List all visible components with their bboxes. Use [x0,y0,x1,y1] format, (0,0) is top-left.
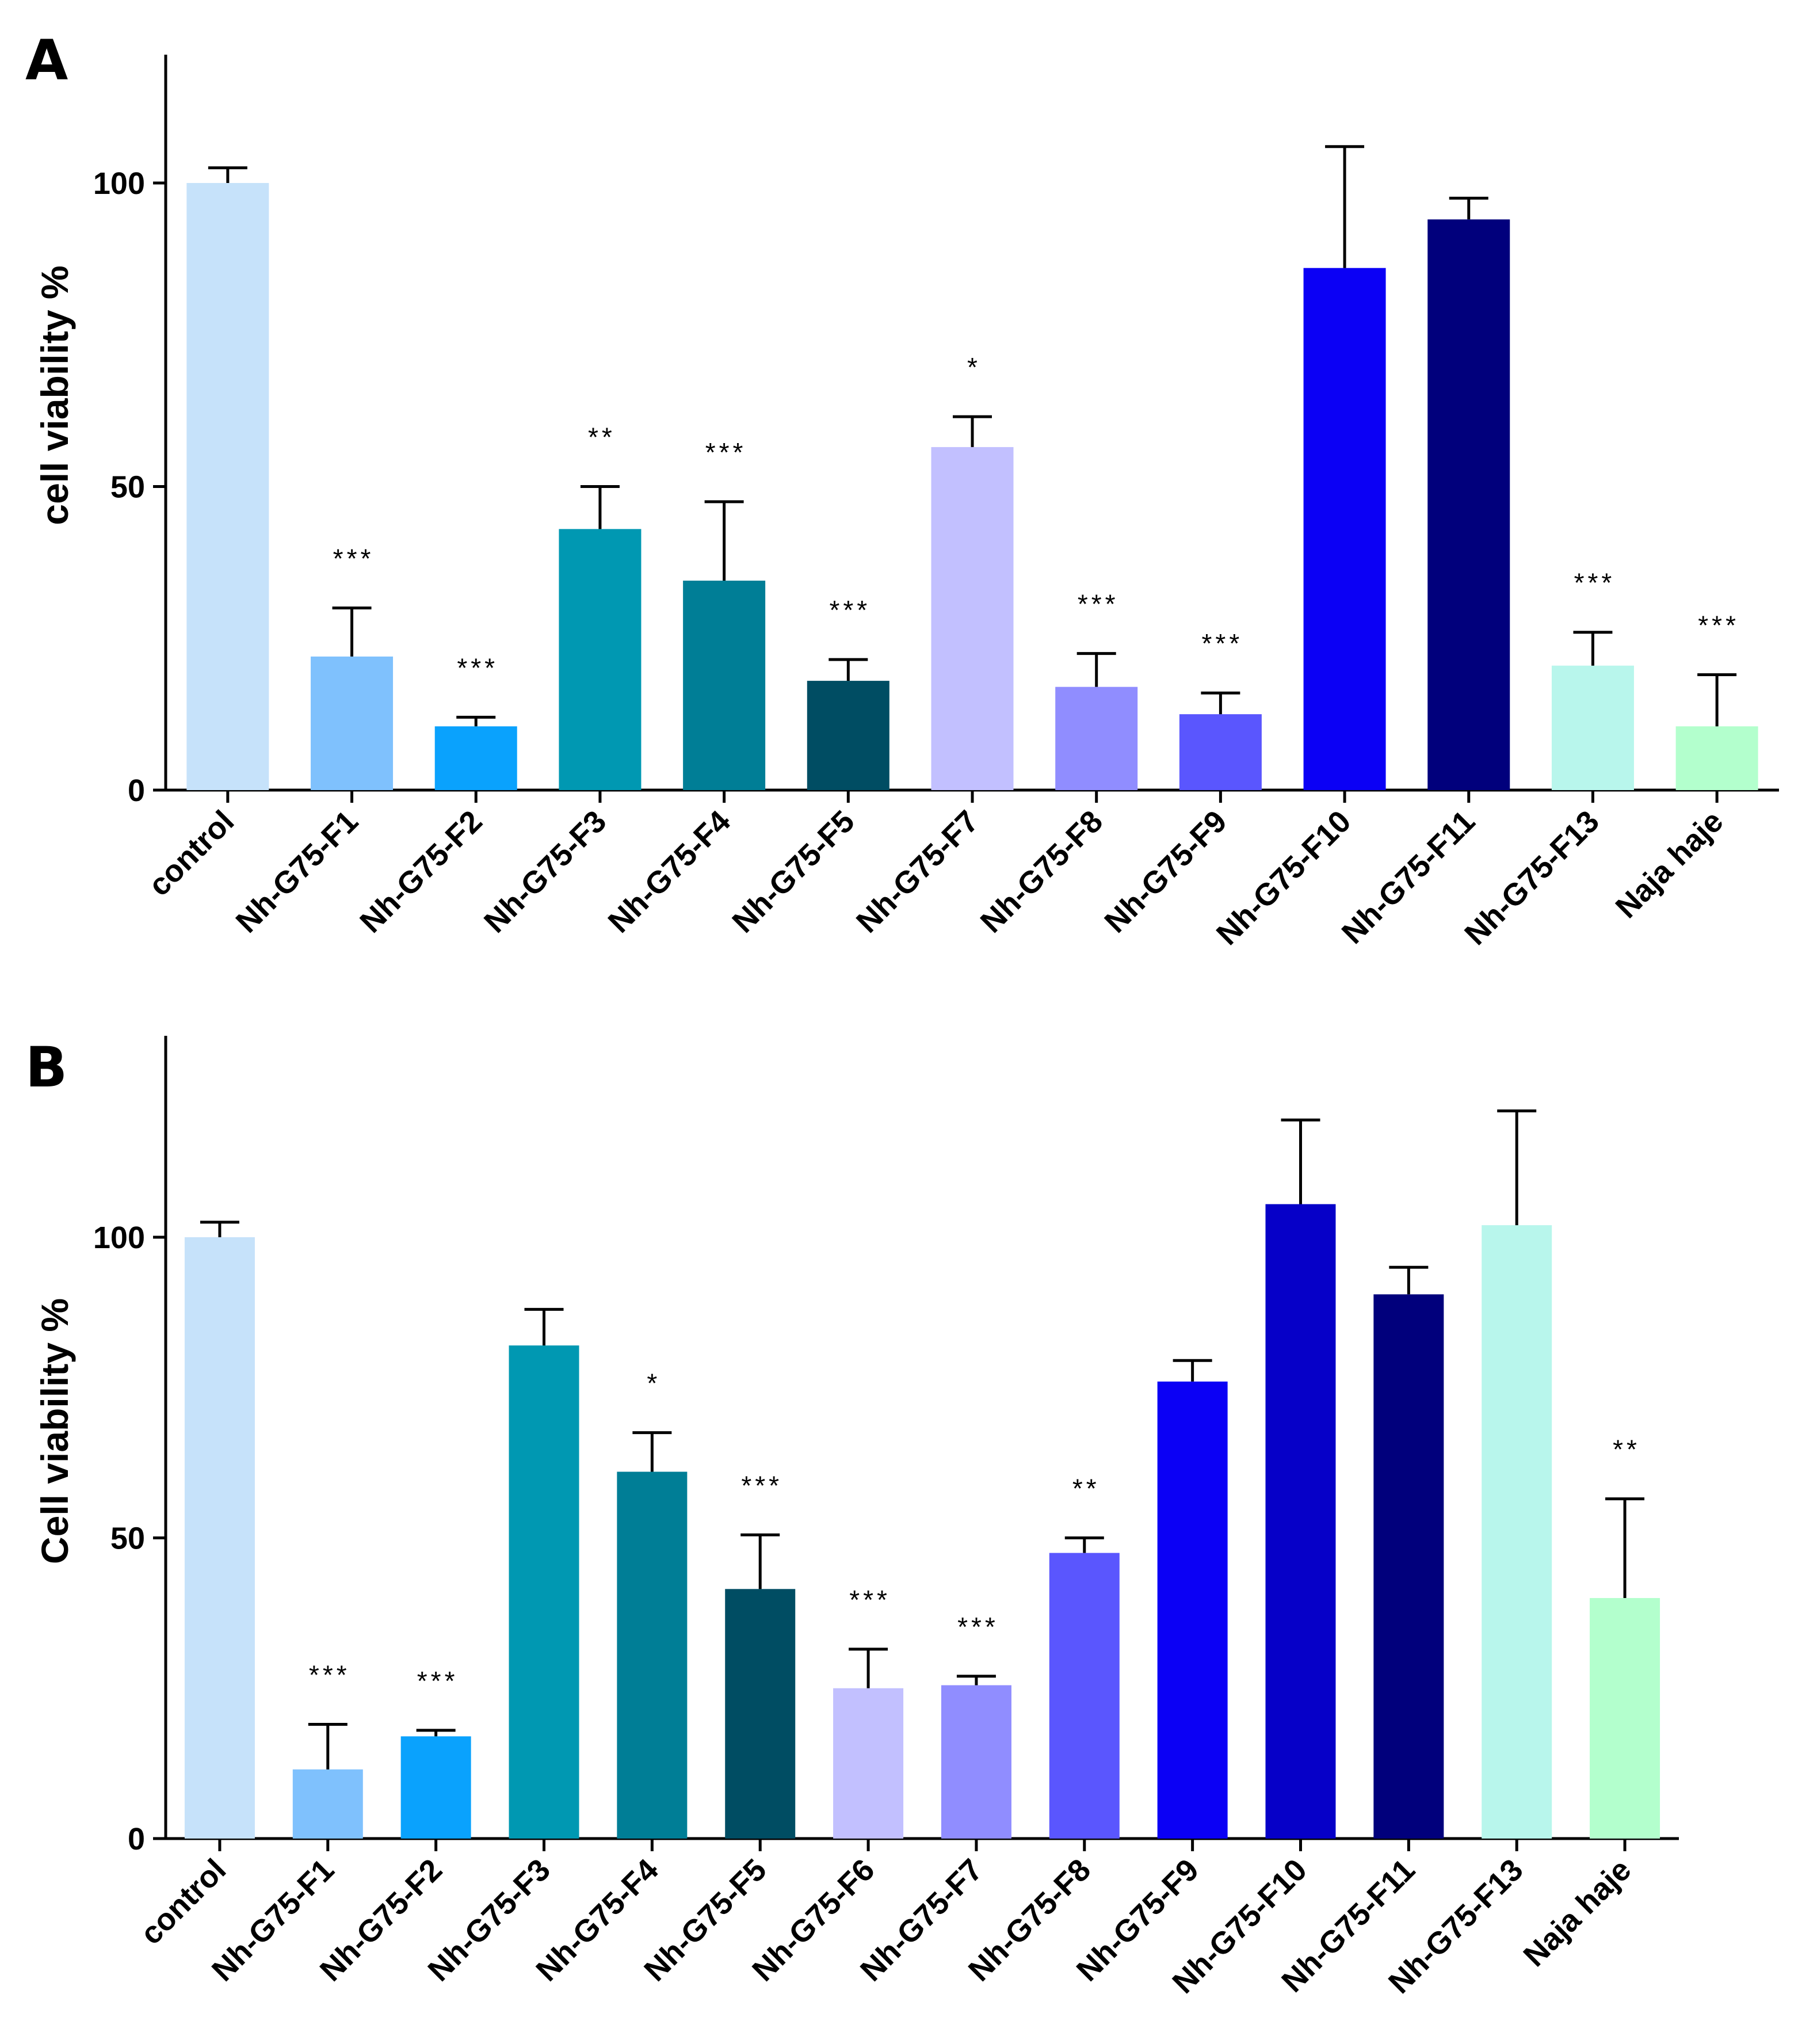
panel-b: B Cell viability % 050100control***Nh-G7… [25,1035,1679,2000]
significance-label: * [967,352,981,382]
panel-b-plot-area: 050100control***Nh-G75-F1***Nh-G75-F2Nh-… [93,1036,1679,2000]
bar-b-1 [292,1769,363,1839]
significance-label: *** [1202,628,1243,658]
significance-label: *** [333,544,375,574]
bar-a-4 [683,581,766,790]
bar-a-6 [931,447,1014,790]
bar-a-9 [1303,268,1386,790]
y-tick-label: 50 [110,470,145,505]
bar-a-8 [1179,714,1262,790]
significance-label: ** [588,422,616,452]
bar-b-11 [1373,1294,1444,1839]
panel-a: A cell viability % 050100control***Nh-G7… [25,28,1779,952]
bar-a-12 [1675,726,1758,790]
bar-b-12 [1482,1225,1552,1839]
significance-label: *** [1078,589,1119,619]
significance-label: ** [1072,1474,1100,1504]
bar-b-2 [400,1736,471,1839]
bar-b-13 [1590,1598,1660,1839]
y-tick-label: 100 [93,166,145,201]
bar-a-7 [1055,687,1138,790]
bar-a-2 [434,726,517,790]
bar-a-1 [311,656,394,790]
category-label: Nh-G75-F8 [974,804,1109,939]
panel-a-plot-area: 0 50 100 control *** Nh-G75-F1 *** Nh-G75-F2 ** N… [93,55,1779,952]
bar-b-8 [1049,1553,1120,1839]
category-label: control [142,804,241,903]
significance-label: ** [1613,1435,1640,1465]
significance-label: *** [457,653,498,682]
y-tick-label: 50 [110,1521,145,1556]
bar-b-9 [1157,1381,1228,1839]
significance-label: *** [957,1612,999,1642]
category-label: Nh-G75-F13 [1458,804,1606,952]
significance-label: *** [849,1585,891,1615]
category-label: Nh-G75-F5 [726,804,861,939]
y-tick-label: 0 [128,773,145,808]
bar-a-0 [186,183,269,790]
bar-b-0 [184,1237,255,1839]
panel-a-y-axis-label: cell viability % [33,265,76,525]
bar-a-10 [1427,219,1510,790]
category-label: Naja haje [1517,1852,1637,1973]
category-label: control [134,1852,233,1951]
panel-a-label: A [25,28,68,93]
bar-a-3 [559,529,642,790]
significance-label: *** [417,1666,459,1696]
y-tick-label: 100 [93,1221,145,1255]
bar-b-7 [941,1685,1011,1839]
category-label: Nh-G75-F1 [230,804,365,939]
significance-label: *** [829,595,871,625]
bar-a-11 [1551,665,1634,790]
bar-b-6 [833,1688,904,1839]
y-tick-label: 0 [128,1822,145,1856]
bar-b-4 [617,1471,688,1839]
category-label: Nh-G75-F7 [850,804,985,939]
significance-label: *** [1574,568,1616,598]
category-label: Nh-G75-F10 [1210,804,1358,952]
bar-b-5 [725,1589,796,1839]
bar-a-5 [807,681,889,790]
bar-b-3 [509,1345,579,1839]
significance-label: *** [741,1470,782,1500]
significance-label: *** [1698,611,1739,640]
panel-b-y-axis-label: Cell viability % [33,1298,76,1564]
bar-b-10 [1265,1204,1336,1839]
significance-label: * [647,1368,661,1398]
significance-label: *** [705,437,747,467]
category-label: Nh-G75-F3 [478,804,613,939]
significance-label: *** [309,1660,350,1690]
category-label: Nh-G75-F4 [602,804,737,939]
category-label: Naja haje [1609,804,1730,925]
category-label: Nh-G75-F2 [353,804,488,939]
panel-b-label: B [25,1035,67,1100]
category-label: Nh-G75-F9 [1098,804,1233,939]
